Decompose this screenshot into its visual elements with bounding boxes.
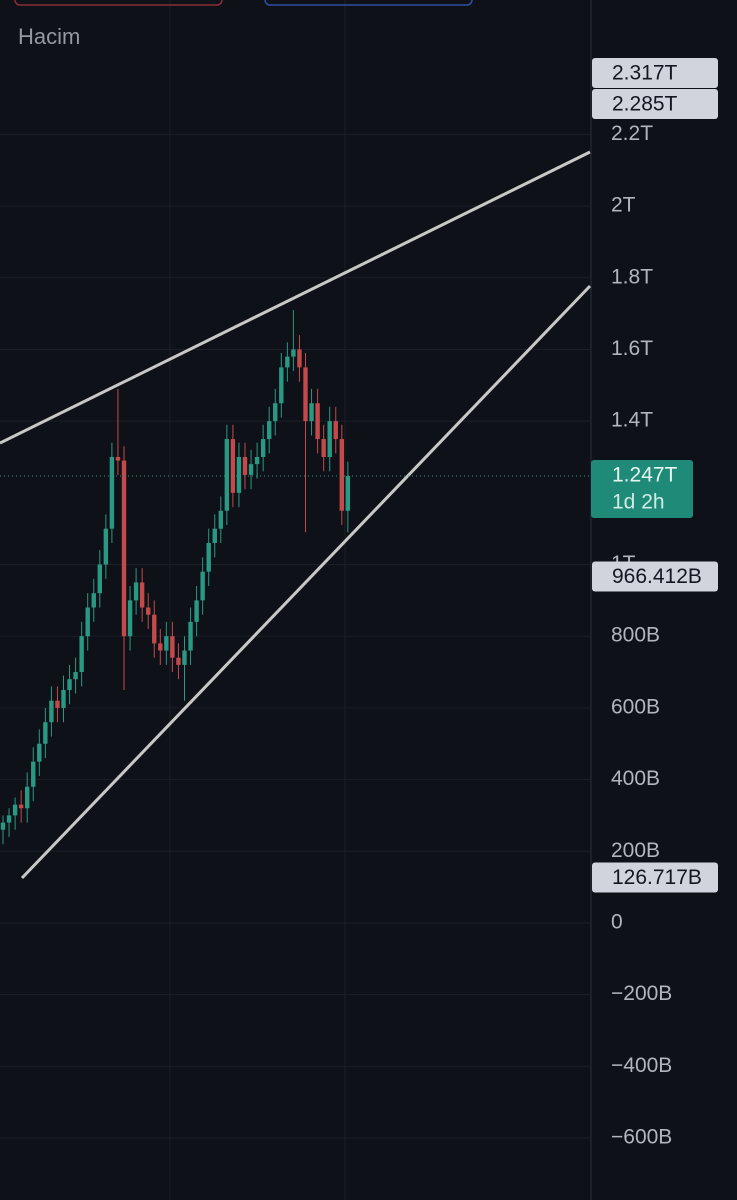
candle-body	[206, 543, 211, 572]
candle-body	[158, 643, 163, 651]
candle-body	[146, 607, 151, 615]
candle-body	[339, 439, 344, 511]
candle-body	[79, 636, 84, 673]
candle-body	[37, 743, 42, 762]
candle-body	[333, 421, 338, 440]
y-tick-label: −400B	[611, 1054, 672, 1077]
price-label: 2.285T	[612, 92, 678, 115]
candle-body	[164, 636, 169, 651]
price-label-box	[592, 862, 718, 893]
price-label: 966.412B	[612, 565, 702, 588]
candle-body	[303, 367, 308, 422]
candle-body	[73, 672, 78, 680]
candle-body	[121, 460, 127, 637]
candle-body	[18, 804, 24, 809]
candle-body	[273, 403, 278, 422]
candle-body	[0, 822, 6, 830]
last-price-box	[591, 459, 693, 518]
candle-body	[309, 403, 314, 422]
candle-body	[267, 421, 272, 440]
y-tick-label: 2T	[611, 194, 636, 217]
candle-body	[67, 679, 72, 690]
y-tick-label: 400B	[611, 767, 660, 790]
candle-body	[224, 439, 230, 511]
candle-body	[25, 786, 30, 809]
candle-body	[109, 456, 115, 529]
candle-body	[43, 722, 48, 744]
y-tick-label: 1.8T	[611, 265, 653, 288]
candle-body	[49, 700, 54, 723]
candle-body	[236, 456, 242, 493]
price-labels: 1.247T 1d 2h 126.717B 966.412B 2.285T 2.317T	[0, 57, 718, 893]
y-tick-label: 2.2T	[611, 122, 653, 145]
candle-body	[85, 607, 90, 637]
price-label: 126.717B	[612, 866, 702, 889]
candle-body	[200, 571, 205, 601]
candle-body	[327, 421, 332, 457]
candle-body	[297, 349, 302, 368]
candle-body	[242, 456, 248, 475]
candle-body	[345, 475, 351, 511]
price-label-box	[592, 57, 718, 88]
candle-body	[182, 650, 187, 665]
candle-body	[176, 657, 181, 665]
candle-body	[218, 510, 223, 529]
candle-body	[212, 528, 217, 544]
candles	[0, 310, 351, 845]
countdown: 1d 2h	[612, 491, 665, 514]
candle-body	[230, 439, 236, 493]
y-tick-label: 1.4T	[611, 409, 653, 432]
candle-body	[170, 636, 175, 658]
candle-body	[133, 582, 139, 601]
upper-trend-line	[0, 150, 591, 445]
candle-body	[12, 804, 18, 816]
volume-label: Hacim	[18, 24, 80, 49]
candle-body	[97, 564, 102, 594]
candle-body	[152, 614, 157, 644]
candle-body	[91, 593, 96, 608]
candle-body	[285, 356, 290, 368]
candle-body	[315, 403, 320, 440]
candle-body	[254, 456, 260, 465]
candle-body	[321, 439, 326, 457]
y-axis: 2.2T2T1.8T1.6T1.4T1T800B600B400B200B0−20…	[0, 122, 672, 1149]
y-tick-label: 800B	[611, 624, 660, 647]
candle-body	[103, 528, 109, 565]
y-tick-label: 200B	[611, 839, 660, 862]
candle-body	[55, 700, 60, 708]
candle-body	[248, 464, 254, 475]
candle-body	[6, 815, 12, 823]
candle-body	[279, 367, 284, 404]
candle-body	[139, 582, 145, 608]
candle-body	[194, 600, 199, 622]
y-tick-label: −200B	[611, 982, 672, 1005]
candle-body	[31, 761, 36, 787]
y-tick-label: −600B	[611, 1126, 672, 1149]
sell-button[interactable]	[14, 0, 223, 6]
last-price-label: 1.247T	[612, 464, 678, 487]
y-tick-label: 1.6T	[611, 337, 653, 360]
candle-body	[115, 456, 121, 461]
buy-button[interactable]	[264, 0, 473, 6]
price-label-box	[592, 561, 718, 592]
candle-body	[61, 689, 66, 708]
candle-body	[127, 600, 133, 637]
y-tick-label: 0	[611, 910, 623, 933]
y-tick-label: 600B	[611, 695, 660, 718]
price-label-box	[592, 88, 718, 119]
candle-body	[291, 349, 296, 357]
candle-body	[260, 439, 266, 457]
lower-trend-line	[20, 284, 592, 880]
candle-body	[188, 621, 193, 651]
price-label: 2.317T	[612, 61, 678, 84]
